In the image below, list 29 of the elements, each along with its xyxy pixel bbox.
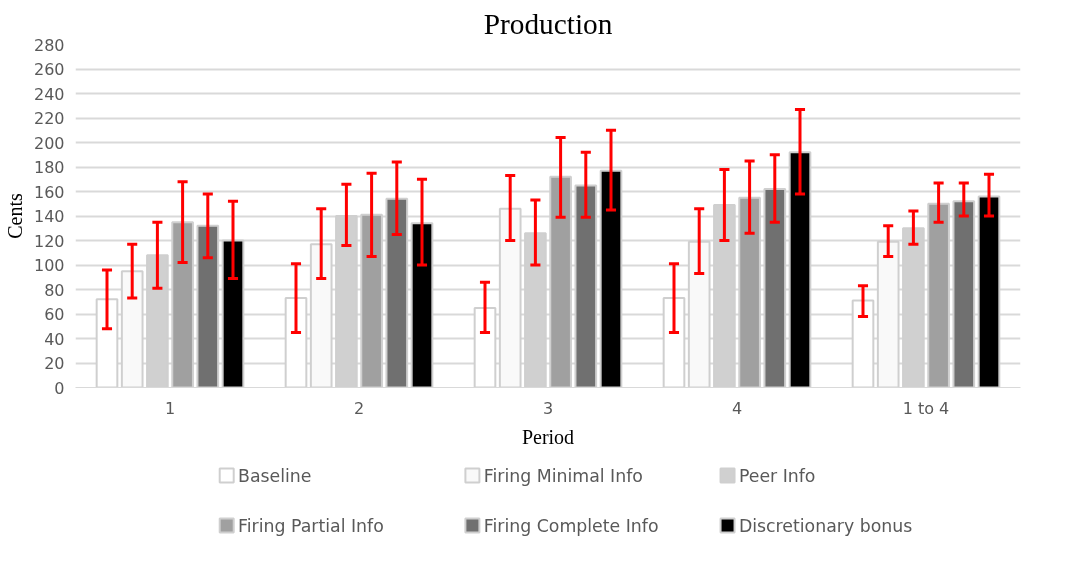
y-tick-label: 160	[33, 182, 65, 202]
y-tick-label: 280	[33, 35, 65, 55]
y-tick-label: 80	[44, 280, 65, 300]
y-tick-label: 200	[33, 133, 65, 153]
x-tick-label: 2	[353, 398, 365, 418]
legend-label: Discretionary bonus	[738, 515, 913, 536]
legend-label: Firing Minimal Info	[483, 465, 643, 486]
y-tick-label: 180	[33, 158, 65, 177]
y-axis-title: Cents	[3, 193, 26, 239]
x-tick-label: 3	[542, 398, 554, 418]
y-tick-label: 100	[33, 256, 65, 275]
legend-label: Firing Complete Info	[483, 515, 659, 536]
y-tick-label: 220	[33, 109, 65, 128]
legend-label: Baseline	[238, 465, 312, 486]
y-tick-label: 260	[33, 60, 65, 79]
y-tick-label: 20	[44, 354, 65, 373]
y-tick-label: 0	[54, 378, 65, 398]
legend-label: Firing Partial Info	[238, 515, 384, 536]
y-tick-label: 240	[33, 84, 65, 104]
y-tick-label: 140	[33, 207, 65, 226]
y-tick-label: 60	[44, 305, 65, 324]
x-axis-title: Period	[521, 425, 575, 448]
chart-title: Production	[483, 7, 613, 40]
y-tick-label: 40	[44, 329, 65, 349]
x-tick-label: 1	[164, 398, 176, 418]
x-tick-label: 4	[731, 398, 743, 418]
x-tick-label: 1 to 4	[902, 398, 950, 418]
y-tick-label: 120	[33, 231, 65, 251]
legend-label: Peer Info	[738, 465, 816, 486]
